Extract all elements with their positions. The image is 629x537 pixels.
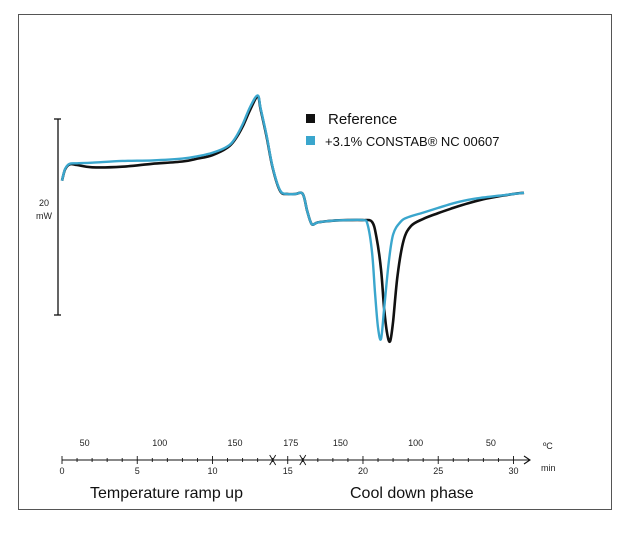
legend-swatch-reference (306, 114, 315, 123)
phase-label-cool-down: Cool down phase (350, 485, 474, 502)
phase-boundary-marker-0 (269, 454, 277, 466)
temperature-tick-label: 150 (228, 438, 243, 448)
temperature-tick-label: 50 (80, 438, 90, 448)
temperature-unit-label: ºC (543, 441, 553, 451)
legend-label-reference: Reference (328, 111, 397, 128)
temperature-tick-label: 150 (333, 438, 348, 448)
scale-bar-value: 20 (39, 198, 49, 208)
legend-label-constab: +3.1% CONSTAB® NC 00607 (325, 134, 499, 149)
time-tick-label: 20 (358, 466, 368, 476)
time-tick-label: 5 (135, 466, 140, 476)
time-tick-label: 0 (59, 466, 64, 476)
temperature-tick-label: 100 (408, 438, 423, 448)
time-tick-label: 15 (283, 466, 293, 476)
scale-bar-unit: mW (36, 211, 52, 221)
phase-label-ramp-up: Temperature ramp up (90, 485, 243, 502)
time-tick-label: 30 (508, 466, 518, 476)
legend-swatch-constab (306, 136, 315, 145)
legend: Reference +3.1% CONSTAB® NC 00607 (306, 111, 499, 149)
time-tick-label: 25 (433, 466, 443, 476)
time-tick-label: 10 (207, 466, 217, 476)
chart-frame (18, 14, 612, 510)
series-layer (60, 94, 525, 344)
x-axis-arrow (523, 455, 531, 465)
temperature-tick-label: 50 (486, 438, 496, 448)
time-unit-label: min (541, 463, 556, 473)
x-axis: ºC min 0 5 10 15 20 25 30 50 100 150 175 150 100 50 (59, 438, 555, 476)
series-line-1 (60, 94, 525, 341)
phase-boundary-marker-1 (299, 454, 307, 466)
temperature-tick-label: 175 (283, 438, 298, 448)
scale-bar: 20 mW (36, 118, 61, 316)
temperature-tick-label: 100 (152, 438, 167, 448)
